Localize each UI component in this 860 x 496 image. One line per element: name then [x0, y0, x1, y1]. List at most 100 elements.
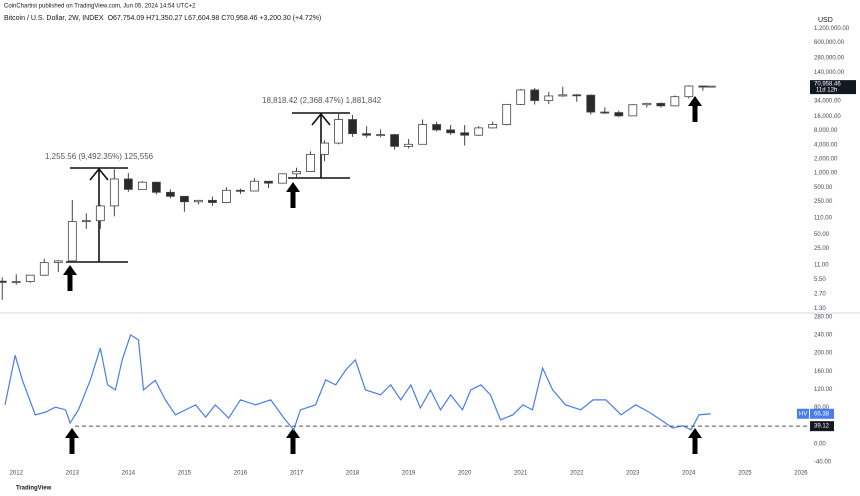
arrow	[63, 265, 77, 291]
candle-body	[706, 85, 716, 88]
x-tick-label: 2016	[234, 471, 248, 477]
x-tick-label: 2017	[290, 471, 304, 477]
x-tick-label: 2012	[10, 471, 24, 477]
x-tick-label: 2020	[458, 471, 472, 477]
y-tick-label: 34,000.00	[814, 99, 841, 105]
value-tag-label: 66.38	[814, 411, 830, 417]
reference-label: 39.12	[814, 424, 830, 430]
y-tick-label: 2,000.00	[814, 157, 838, 163]
y-tick-label: 600,000.00	[814, 40, 845, 46]
candle-body	[348, 119, 357, 135]
candle-body	[67, 221, 77, 262]
candle-body	[165, 191, 175, 197]
y-tick-label: 240.00	[814, 332, 833, 338]
logo: TradingView	[16, 486, 52, 492]
candle-body	[236, 189, 245, 192]
measure-label: 1,255.56 (9,492.35%) 125,556	[45, 152, 154, 161]
series-tag	[797, 408, 809, 419]
arrow	[286, 182, 300, 208]
ohlc-summary: O67,754.09 H71,350.27 L67,604.98 C70,958…	[108, 15, 322, 22]
candle-body	[292, 171, 301, 175]
candle-body	[586, 94, 596, 113]
y-tick-label: 140,000.00	[814, 70, 845, 76]
x-tick-label: 2024	[682, 471, 696, 477]
x-tick-label: 2018	[346, 471, 360, 477]
candle-body	[250, 180, 259, 192]
candle-body	[376, 134, 385, 136]
candle-body	[123, 178, 133, 190]
candle-body	[362, 133, 371, 136]
candle-body	[446, 129, 456, 134]
y-tick-label: 250.00	[814, 199, 833, 205]
candle-body	[264, 180, 273, 184]
y-tick-label: 16,000.00	[814, 114, 841, 120]
chart-title: Bitcoin / U.S. Dollar, 2W, INDEX	[4, 15, 104, 22]
candle-body	[320, 142, 329, 155]
y-tick-label: 0.00	[814, 442, 826, 448]
reference-tag	[810, 421, 834, 432]
x-tick-label: 2015	[178, 471, 192, 477]
arrows	[63, 96, 702, 454]
candle-body	[95, 205, 105, 222]
candle-body	[137, 181, 147, 190]
candle-body	[516, 89, 526, 105]
y-tick-label: 280,000.00	[814, 56, 845, 62]
y-tick-label: 280.00	[814, 314, 833, 320]
candle-body	[684, 85, 694, 98]
y-tick-label: 50.00	[814, 232, 830, 238]
price-tag	[810, 80, 856, 95]
candle-body	[222, 189, 231, 203]
candle-body	[390, 134, 399, 147]
y-tick-label: 2.70	[814, 291, 826, 297]
candle-body	[0, 280, 7, 283]
candle-body	[530, 89, 540, 101]
hv-line	[4, 333, 711, 432]
candle-body	[306, 153, 315, 172]
candle-body	[334, 119, 343, 144]
x-tick-label: 2019	[402, 471, 416, 477]
candle-body	[698, 85, 708, 88]
y-tick-label: 1,200,000.00	[814, 26, 850, 32]
countdown: 11d 12h	[816, 88, 837, 94]
y-tick-label: 4,000.00	[814, 142, 838, 148]
publisher: CoinChartist published on TradingView.co…	[4, 4, 196, 10]
y-tick-label: 110.00	[814, 216, 833, 222]
candle-body	[502, 103, 512, 125]
y-tick-label: 80.00	[814, 405, 830, 411]
candle-body	[642, 102, 652, 106]
measure-2	[288, 112, 350, 179]
candle-body	[208, 199, 217, 203]
y-tick-label: 200.00	[814, 351, 833, 357]
candle-body	[572, 94, 582, 97]
y-tick-label: 500.00	[814, 185, 833, 191]
candle-body	[488, 124, 498, 129]
candle-body	[544, 95, 554, 101]
candle-body	[460, 132, 470, 136]
candle-body	[53, 260, 63, 264]
x-tick-label: 2014	[122, 471, 136, 477]
measure-label: 18,818.42 (2,368.47%) 1,881,842	[262, 96, 382, 105]
arrow	[286, 428, 300, 454]
candle-body	[278, 173, 287, 184]
price-tag-label: 70,958.46	[814, 82, 841, 88]
candle-body	[81, 220, 91, 223]
candle-body	[432, 124, 442, 131]
candle-body	[404, 143, 414, 147]
candle-body	[656, 102, 666, 107]
candle-body	[670, 96, 680, 107]
candle-body	[194, 199, 203, 203]
x-tick-label: 2021	[514, 471, 528, 477]
y-tick-label: 5.50	[814, 277, 826, 283]
candle-body	[11, 281, 21, 283]
candle-body	[109, 178, 119, 207]
y-tick-label: 8,000.00	[814, 128, 838, 134]
y-tick-label: 1.30	[814, 306, 826, 312]
x-tick-label: 2022	[570, 471, 584, 477]
x-tick-label: 2026	[794, 471, 808, 477]
series-name: HV	[799, 411, 807, 417]
candle-body	[600, 111, 610, 114]
candle-body	[474, 127, 484, 136]
y-tick-label: 11.00	[814, 263, 829, 269]
candle-body	[180, 195, 189, 203]
